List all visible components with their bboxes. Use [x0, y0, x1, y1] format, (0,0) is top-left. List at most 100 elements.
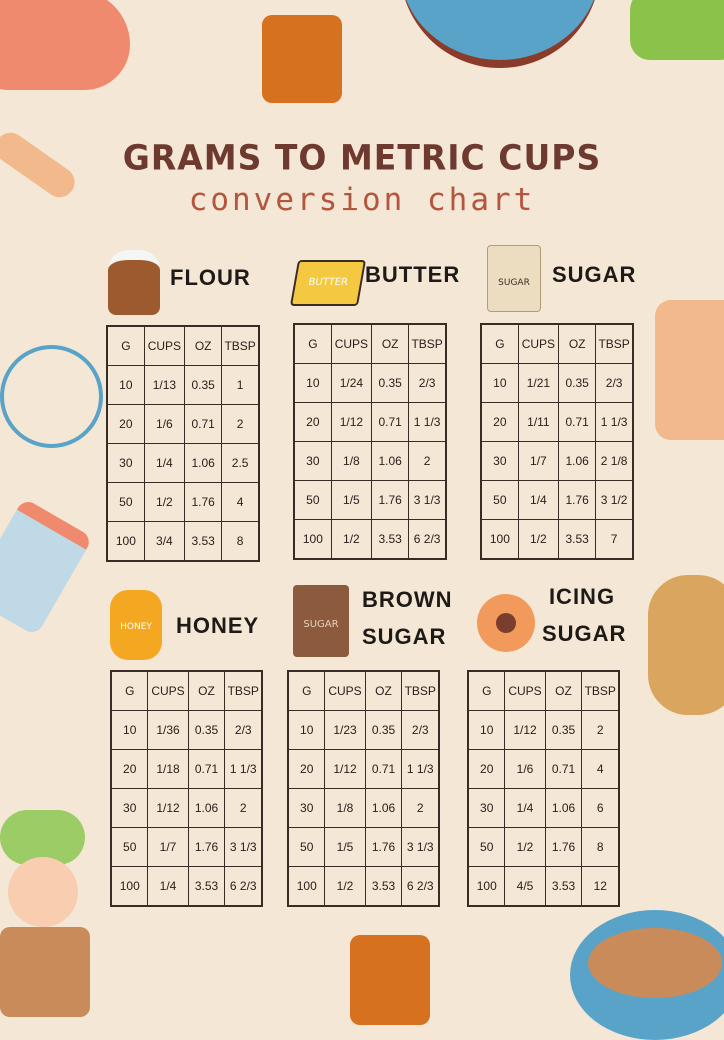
cookie-icon — [477, 594, 535, 652]
table-row: 20 1/12 0.71 1 1/3 — [293, 402, 447, 442]
table-row: 30 1/8 1.06 2 — [293, 441, 447, 481]
column-header: TBSP — [221, 325, 260, 366]
column-header: TBSP — [595, 323, 634, 364]
table-cell: 6 2/3 — [408, 519, 447, 560]
column-header: TBSP — [581, 670, 620, 711]
table-cell: 1.76 — [184, 482, 223, 522]
table-cell: 50 — [287, 827, 326, 867]
table-cell: 1.76 — [558, 480, 597, 520]
conversion-table-honey: G CUPS OZ TBSP 10 1/36 0.35 2/3 20 1/18 0.71 1 1/3 3… — [110, 670, 263, 907]
table-cell: 0.35 — [364, 710, 403, 750]
table-cell: 1 1/3 — [408, 402, 447, 442]
table-cell: 2/3 — [224, 710, 263, 750]
table-cell: 10 — [480, 363, 519, 403]
table-cell: 100 — [467, 866, 506, 907]
table-cell: 1/2 — [330, 519, 373, 560]
table-cell: 1/2 — [504, 827, 546, 867]
table-cell: 1.06 — [371, 441, 410, 481]
table-cell: 1.76 — [187, 827, 226, 867]
table-cell: 30 — [106, 443, 145, 483]
table-cell: 20 — [293, 402, 332, 442]
table-cell: 50 — [467, 827, 506, 867]
column-header: CUPS — [517, 323, 560, 364]
table-cell: 1/12 — [147, 788, 189, 828]
column-header: TBSP — [401, 670, 440, 711]
table-cell: 1/4 — [143, 443, 186, 483]
pasta-jar-icon — [0, 497, 94, 637]
table-row: 50 1/4 1.76 3 1/2 — [480, 480, 634, 520]
table-row: 10 1/13 0.35 1 — [106, 365, 260, 405]
table-row: 30 1/12 1.06 2 — [110, 788, 263, 828]
table-cell: 6 2/3 — [401, 866, 440, 907]
table-header-row: G CUPS OZ TBSP — [480, 323, 634, 364]
table-cell: 4 — [581, 749, 620, 789]
oven-mitt-icon — [0, 0, 130, 90]
table-cell: 2 — [224, 788, 263, 828]
conversion-table-sugar: G CUPS OZ TBSP 10 1/21 0.35 2/3 20 1/11 0.71 1 1/3 3… — [480, 323, 634, 560]
table-row: 10 1/23 0.35 2/3 — [287, 710, 440, 750]
table-cell: 7 — [595, 519, 634, 560]
table-header-row: G CUPS OZ TBSP — [287, 670, 440, 711]
table-row: 10 1/21 0.35 2/3 — [480, 363, 634, 403]
table-cell: 10 — [467, 710, 506, 750]
table-row: 30 1/7 1.06 2 1/8 — [480, 441, 634, 481]
table-cell: 0.35 — [558, 363, 597, 403]
table-cell: 8 — [581, 827, 620, 867]
table-row: 10 1/24 0.35 2/3 — [293, 363, 447, 403]
column-header: OZ — [558, 323, 597, 364]
table-cell: 30 — [480, 441, 519, 481]
table-cell: 20 — [110, 749, 149, 789]
bowl-with-whisk-icon — [570, 910, 724, 1040]
column-header: CUPS — [147, 670, 189, 711]
table-cell: 1/6 — [504, 749, 546, 789]
table-cell: 1/12 — [324, 749, 366, 789]
table-cell: 1 1/3 — [401, 749, 440, 789]
brown-sugar-bag-icon: SUGAR — [293, 585, 349, 657]
table-cell: 1/7 — [517, 441, 560, 481]
table-cell: 2/3 — [595, 363, 634, 403]
table-cell: 1.76 — [544, 827, 583, 867]
label-line: SUGAR — [552, 262, 637, 287]
table-row: 100 1/4 3.53 6 2/3 — [110, 866, 263, 907]
table-cell: 100 — [480, 519, 519, 560]
table-row: 50 1/5 1.76 3 1/3 — [293, 480, 447, 520]
table-row: 100 3/4 3.53 8 — [106, 521, 260, 562]
column-header: G — [480, 323, 519, 364]
table-cell: 1/2 — [517, 519, 560, 560]
column-header: CUPS — [330, 323, 373, 364]
table-row: 100 1/2 3.53 7 — [480, 519, 634, 560]
table-cell: 4 — [221, 482, 260, 522]
column-header: CUPS — [143, 325, 186, 366]
section-label-brown-sugar: BROWN SUGAR — [362, 581, 452, 655]
table-cell: 2 — [401, 788, 440, 828]
table-cell: 3.53 — [371, 519, 410, 560]
table-cell: 6 — [581, 788, 620, 828]
table-cell: 1/21 — [517, 363, 560, 403]
table-cell: 1/5 — [330, 480, 373, 520]
table-row: 50 1/2 1.76 8 — [467, 827, 620, 867]
whisk-icon — [0, 345, 103, 448]
page-subtitle: conversion chart — [188, 182, 536, 218]
section-label-butter: BUTTER — [365, 256, 459, 293]
table-row: 100 1/2 3.53 6 2/3 — [293, 519, 447, 560]
table-cell: 2/3 — [408, 363, 447, 403]
conversion-table-brown-sugar: G CUPS OZ TBSP 10 1/23 0.35 2/3 20 1/12 0.71 1 1/3 3… — [287, 670, 440, 907]
mixing-bowl-icon — [400, 0, 600, 68]
table-cell: 1/7 — [147, 827, 189, 867]
page-title: GRAMS TO METRIC CUPS — [122, 137, 602, 178]
table-cell: 0.71 — [371, 402, 410, 442]
column-header: G — [106, 325, 145, 366]
table-cell: 1/23 — [324, 710, 366, 750]
table-cell: 1 1/3 — [595, 402, 634, 442]
table-row: 10 1/12 0.35 2 — [467, 710, 620, 750]
table-cell: 3 1/3 — [401, 827, 440, 867]
table-cell: 1/8 — [324, 788, 366, 828]
table-cell: 1/2 — [143, 482, 186, 522]
conversion-table-butter: G CUPS OZ TBSP 10 1/24 0.35 2/3 20 1/12 0.71 1 1/3 3… — [293, 323, 447, 560]
table-cell: 3.53 — [364, 866, 403, 907]
table-cell: 10 — [287, 710, 326, 750]
table-cell: 3.53 — [187, 866, 226, 907]
table-cell: 1/12 — [330, 402, 373, 442]
table-row: 30 1/8 1.06 2 — [287, 788, 440, 828]
table-row: 20 1/6 0.71 4 — [467, 749, 620, 789]
